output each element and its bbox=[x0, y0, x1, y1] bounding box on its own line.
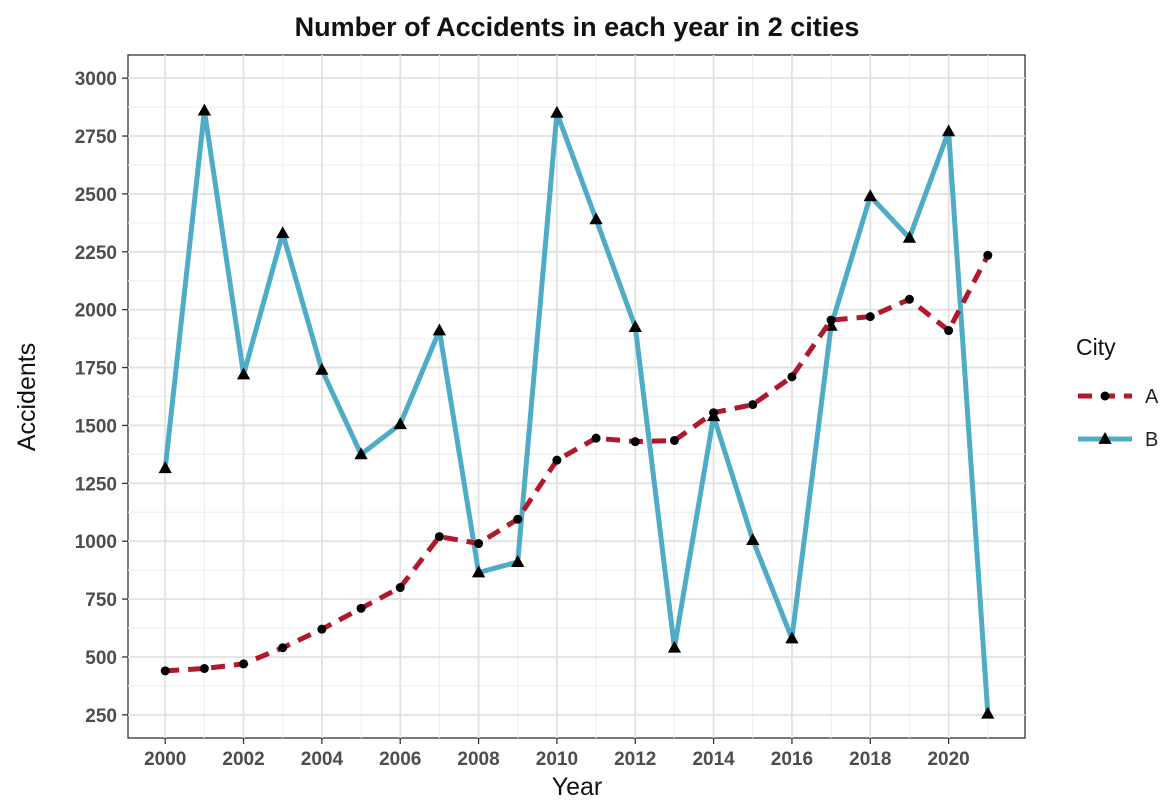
point-A bbox=[904, 294, 914, 304]
y-tick-label: 500 bbox=[85, 648, 117, 669]
point-B bbox=[315, 362, 329, 375]
x-tick-label: 2008 bbox=[457, 749, 499, 770]
x-tick-label: 2016 bbox=[771, 749, 813, 770]
legend-label: B bbox=[1145, 429, 1158, 451]
legend-title: City bbox=[1076, 334, 1116, 360]
point-A bbox=[944, 326, 954, 336]
legend-label: A bbox=[1145, 386, 1159, 408]
series-line-A bbox=[165, 254, 991, 674]
point-B bbox=[158, 461, 172, 474]
point-B bbox=[511, 555, 525, 567]
point-B bbox=[197, 103, 212, 116]
y-tick-label: 2500 bbox=[75, 185, 117, 206]
series-layer bbox=[158, 103, 995, 719]
x-tick-label: 2014 bbox=[692, 749, 735, 770]
point-A bbox=[826, 315, 836, 325]
chart-title: Number of Accidents in each year in 2 ci… bbox=[295, 12, 860, 42]
series-B bbox=[158, 103, 995, 719]
point-B bbox=[863, 189, 877, 202]
point-B bbox=[785, 631, 799, 644]
point-B bbox=[902, 230, 917, 243]
y-tick-label: 750 bbox=[85, 590, 117, 611]
point-A bbox=[278, 643, 288, 653]
legend-item-B: B bbox=[1078, 429, 1158, 451]
y-tick-label: 250 bbox=[85, 706, 117, 727]
point-B bbox=[276, 226, 290, 239]
point-B bbox=[746, 533, 760, 545]
point-A bbox=[317, 624, 327, 634]
y-tick-label: 1750 bbox=[75, 359, 117, 380]
x-tick-label: 2004 bbox=[301, 749, 344, 770]
point-A bbox=[865, 312, 875, 322]
legend-key-marker bbox=[1100, 391, 1110, 401]
y-tick-label: 2250 bbox=[75, 243, 117, 264]
point-A bbox=[395, 583, 405, 593]
legend-key-marker bbox=[1098, 432, 1112, 444]
point-B bbox=[393, 417, 407, 430]
x-tick-label: 2018 bbox=[849, 749, 891, 770]
point-A bbox=[434, 532, 444, 542]
major-gridlines bbox=[128, 55, 1025, 738]
point-B bbox=[354, 447, 368, 460]
point-A bbox=[513, 514, 523, 524]
point-A bbox=[160, 666, 170, 676]
point-A bbox=[239, 659, 249, 669]
point-A bbox=[591, 433, 601, 443]
y-tick-label: 1250 bbox=[75, 474, 117, 495]
point-B bbox=[550, 105, 564, 118]
x-tick-label: 2010 bbox=[536, 749, 578, 770]
y-tick-label: 2000 bbox=[75, 301, 117, 322]
x-axis: 2000 2002 2004 2006 2008 2010 2012 2014 2016 2018… bbox=[144, 738, 970, 770]
x-axis-title: Year bbox=[552, 773, 603, 801]
legend: City AB bbox=[1076, 334, 1159, 451]
point-A bbox=[983, 250, 993, 260]
x-tick-label: 2002 bbox=[222, 749, 264, 770]
x-tick-label: 2000 bbox=[144, 749, 186, 770]
y-tick-label: 1500 bbox=[75, 416, 117, 437]
y-tick-label: 3000 bbox=[75, 69, 117, 90]
legend-item-A: A bbox=[1078, 386, 1159, 408]
series-line-B bbox=[162, 108, 991, 714]
point-B bbox=[589, 212, 603, 225]
point-B bbox=[941, 124, 956, 137]
minor-gridlines bbox=[128, 55, 1025, 738]
point-A bbox=[474, 539, 484, 549]
y-axis-title: Accidents bbox=[13, 343, 41, 451]
y-tick-label: 1000 bbox=[75, 532, 117, 553]
point-B bbox=[628, 320, 642, 332]
point-A bbox=[709, 408, 719, 418]
x-tick-label: 2020 bbox=[927, 749, 969, 770]
point-B bbox=[667, 640, 682, 653]
point-A bbox=[787, 372, 797, 382]
point-A bbox=[552, 455, 562, 465]
point-A bbox=[669, 435, 679, 445]
x-tick-label: 2012 bbox=[614, 749, 656, 770]
x-tick-label: 2006 bbox=[379, 749, 421, 770]
point-B bbox=[471, 565, 486, 578]
point-B bbox=[981, 706, 995, 719]
point-A bbox=[748, 400, 758, 410]
point-A bbox=[356, 603, 366, 613]
y-tick-label: 2750 bbox=[75, 127, 117, 148]
point-A bbox=[630, 437, 640, 447]
y-axis: 250 500 750 1000 1250 1500 1750 2000 2250 2500 275… bbox=[75, 69, 128, 727]
point-A bbox=[199, 664, 209, 674]
series-A bbox=[160, 250, 993, 676]
point-B bbox=[236, 367, 251, 380]
point-B bbox=[432, 323, 447, 336]
